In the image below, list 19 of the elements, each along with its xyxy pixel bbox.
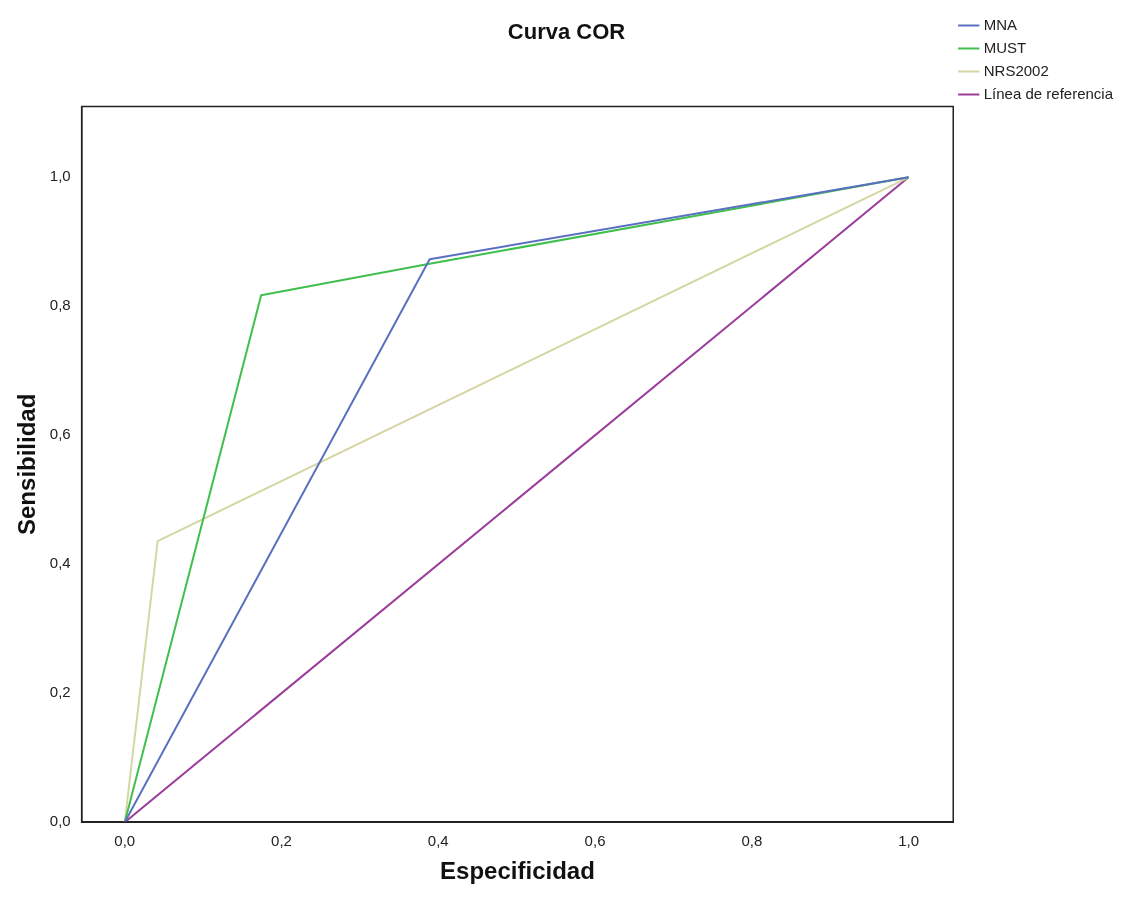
x-tick-label: 0,4: [427, 832, 449, 850]
x-tick-label: 0,6: [584, 832, 606, 850]
x-tick-label: 1,0: [898, 832, 919, 850]
legend-label: NRS2002: [983, 61, 1049, 79]
x-tick-label: 0,0: [114, 832, 136, 850]
x-tick-label: 0,8: [741, 832, 763, 850]
y-tick-label: 0,4: [49, 554, 71, 572]
chart-title: Curva COR: [507, 19, 626, 45]
legend-label: Línea de referencia: [983, 84, 1114, 102]
x-tick-label: 0,2: [271, 832, 292, 850]
legend-label: MNA: [983, 15, 1018, 33]
legend-label: MUST: [983, 38, 1027, 56]
y-tick-label: 0,6: [49, 425, 71, 443]
y-tick-label: 1,0: [49, 167, 71, 185]
y-tick-label: 0,2: [49, 683, 71, 701]
y-tick-label: 0,0: [49, 812, 71, 830]
x-axis-title: Especificidad: [440, 857, 595, 885]
y-axis-title: Sensibilidad: [13, 393, 41, 535]
y-tick-label: 0,8: [49, 296, 71, 314]
